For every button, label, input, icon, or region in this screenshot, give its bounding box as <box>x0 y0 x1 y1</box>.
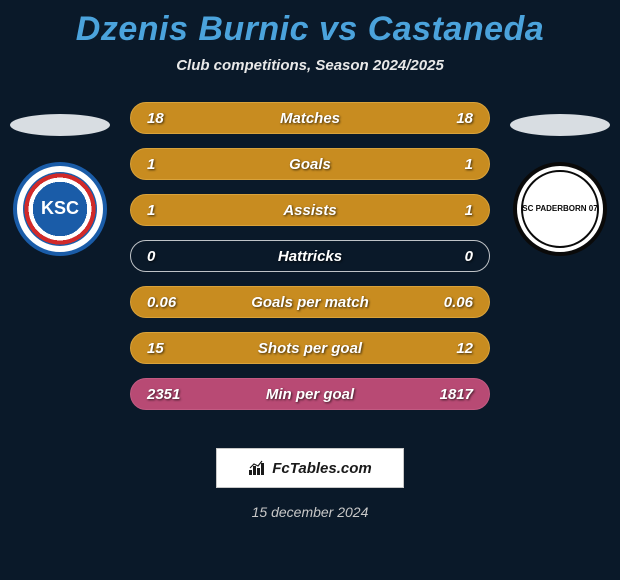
stat-right-value: 1 <box>465 202 473 219</box>
page-subtitle: Club competitions, Season 2024/2025 <box>0 57 620 74</box>
stat-left-value: 18 <box>147 110 164 127</box>
stat-row: 1 Assists 1 <box>130 194 490 226</box>
stat-label: Assists <box>283 202 336 219</box>
stat-right-value: 0.06 <box>444 294 473 311</box>
stat-left-value: 0 <box>147 248 155 265</box>
stat-right-value: 12 <box>456 340 473 357</box>
stat-left-value: 0.06 <box>147 294 176 311</box>
stat-left-value: 15 <box>147 340 164 357</box>
stat-right-value: 18 <box>456 110 473 127</box>
stat-label: Shots per goal <box>258 340 362 357</box>
stat-row: 15 Shots per goal 12 <box>130 332 490 364</box>
brand-badge: FcTables.com <box>216 448 404 488</box>
left-player-shadow <box>10 114 110 136</box>
left-club-logo: KSC <box>13 162 107 256</box>
footer-date: 15 december 2024 <box>252 504 369 520</box>
right-player-shadow <box>510 114 610 136</box>
stat-right-value: 1817 <box>440 386 473 403</box>
stat-row: 0.06 Goals per match 0.06 <box>130 286 490 318</box>
stat-row: 0 Hattricks 0 <box>130 240 490 272</box>
brand-chart-icon <box>248 460 266 476</box>
stat-label: Hattricks <box>278 248 342 265</box>
left-club-logo-text: KSC <box>41 199 79 219</box>
stat-row: 2351 Min per goal 1817 <box>130 378 490 410</box>
left-player-column: KSC <box>0 98 120 256</box>
stat-label: Goals per match <box>251 294 369 311</box>
stat-label: Matches <box>280 110 340 127</box>
stat-right-value: 0 <box>465 248 473 265</box>
stat-row: 18 Matches 18 <box>130 102 490 134</box>
stat-label: Goals <box>289 156 331 173</box>
comparison-area: KSC SC PADERBORN 07 18 Matches 18 1 Goals 1 1 A… <box>0 98 620 428</box>
stat-label: Min per goal <box>266 386 354 403</box>
stat-rows-container: 18 Matches 18 1 Goals 1 1 Assists 1 0 Hattricks 0 0.… <box>130 102 490 410</box>
page-title: Dzenis Burnic vs Castaneda <box>0 0 620 49</box>
brand-text: FcTables.com <box>272 460 371 477</box>
right-club-logo: SC PADERBORN 07 <box>513 162 607 256</box>
right-player-column: SC PADERBORN 07 <box>500 98 620 256</box>
stat-left-value: 1 <box>147 202 155 219</box>
right-club-logo-text: SC PADERBORN 07 <box>522 205 597 213</box>
stat-left-value: 1 <box>147 156 155 173</box>
stat-left-value: 2351 <box>147 386 180 403</box>
stat-right-value: 1 <box>465 156 473 173</box>
stat-row: 1 Goals 1 <box>130 148 490 180</box>
